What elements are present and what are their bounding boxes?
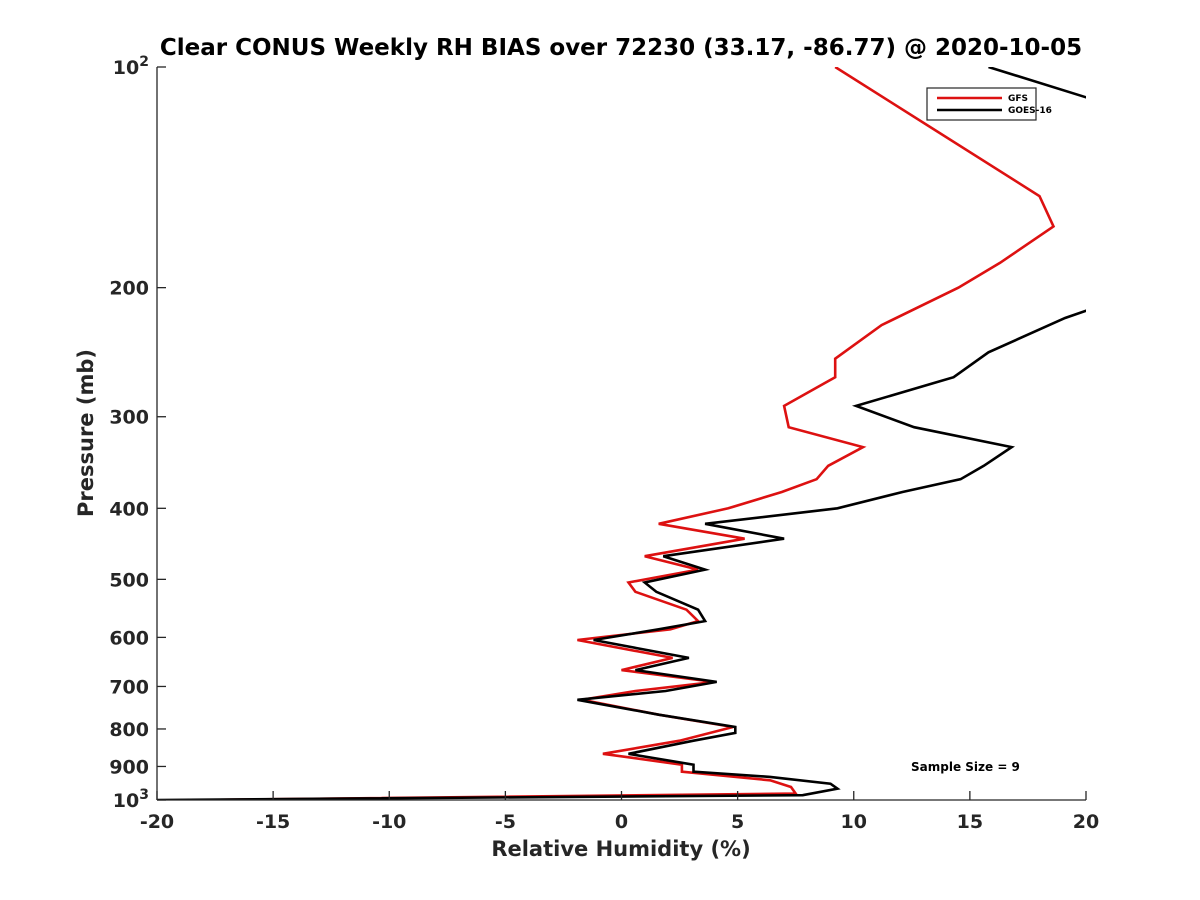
series-line-gfs [196, 67, 1056, 800]
y-tick-label: 200 [109, 278, 149, 300]
x-tick-label: -15 [256, 811, 290, 833]
y-tick-label: 600 [109, 627, 149, 649]
y-tick-label: 800 [109, 719, 149, 741]
x-tick-label: 0 [615, 811, 628, 833]
legend-label-gfs: GFS [1008, 94, 1028, 104]
y-tick-label: 300 [109, 407, 149, 429]
x-ticks: -20 -15 -10 -5 0 5 10 15 20 [140, 791, 1099, 833]
series-line-goes16 [157, 67, 1086, 800]
y-ticks: 200 300 400 500 600 700 800 900 102 103 [109, 54, 166, 812]
chart-title: Clear CONUS Weekly RH BIAS over 72230 (3… [160, 35, 1082, 61]
x-tick-label: -10 [372, 811, 406, 833]
x-tick-label: -20 [140, 811, 174, 833]
y-axis-label: Pressure (mb) [74, 349, 98, 517]
y-tick-label-top: 102 [113, 54, 149, 79]
y-tick-label: 500 [109, 569, 149, 591]
legend: GFS GOES-16 [926, 87, 1052, 121]
y-tick-label: 900 [109, 756, 149, 778]
series-layer [157, 67, 1086, 800]
x-tick-label: -5 [495, 811, 516, 833]
x-tick-label: 10 [841, 811, 867, 833]
y-tick-label: 700 [109, 676, 149, 698]
y-tick-label-bottom: 103 [113, 787, 149, 812]
x-axis-label: Relative Humidity (%) [491, 837, 750, 861]
x-tick-label: 15 [957, 811, 983, 833]
y-tick-label: 400 [109, 498, 149, 520]
sample-size-annotation: Sample Size = 9 [911, 760, 1020, 774]
legend-label-goes16: GOES-16 [1008, 106, 1052, 116]
x-tick-label: 20 [1073, 811, 1099, 833]
x-tick-label: 5 [731, 811, 744, 833]
legend-box [926, 87, 1037, 121]
